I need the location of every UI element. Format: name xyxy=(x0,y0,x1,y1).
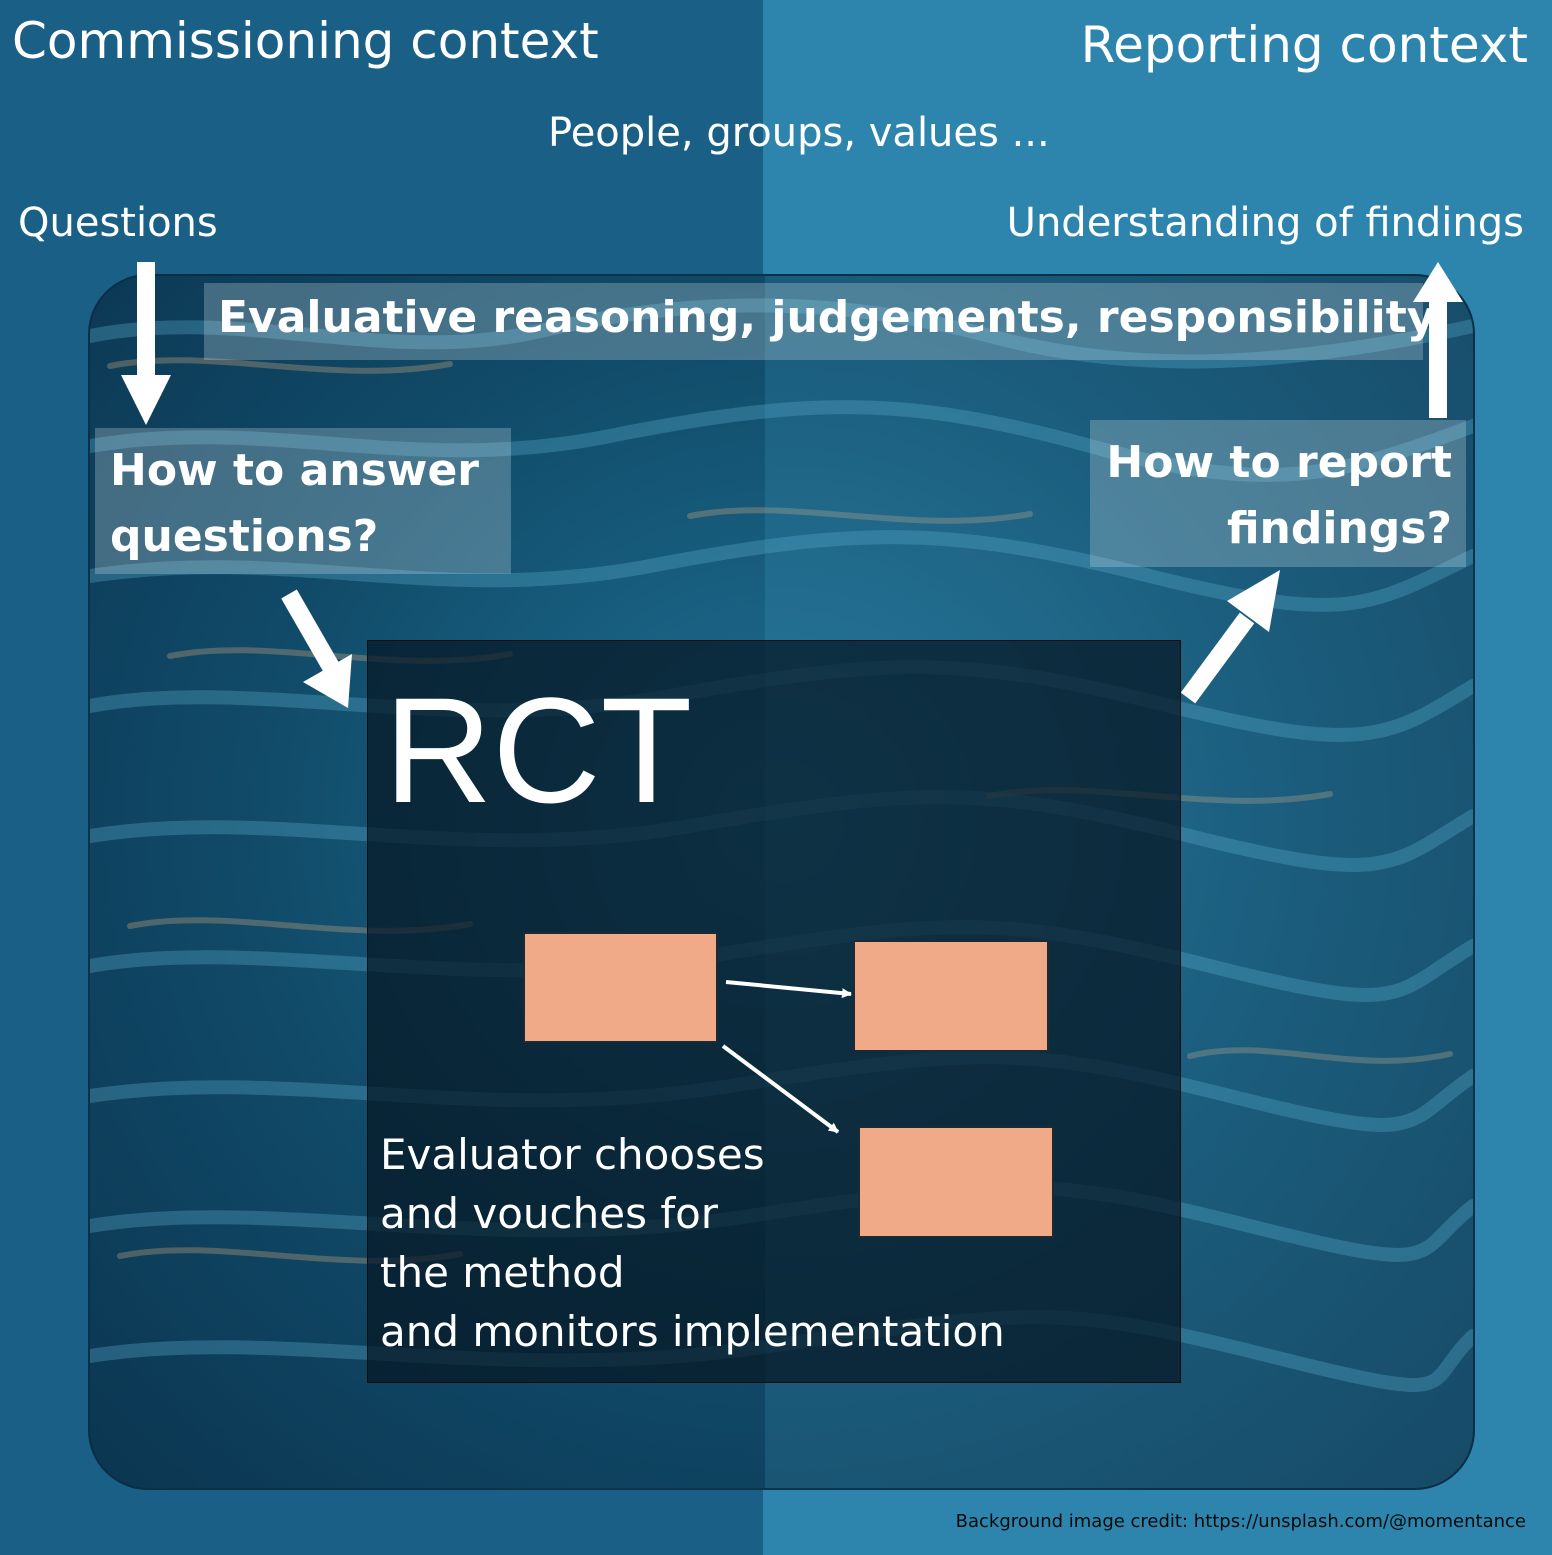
rct-node-source xyxy=(523,932,718,1043)
rct-label: RCT xyxy=(384,666,693,834)
people-groups-values-label: People, groups, values ... xyxy=(548,110,1050,156)
evaluative-reasoning-label: Evaluative reasoning, judgements, respon… xyxy=(218,292,1436,343)
how-to-report-label: How to report findings? xyxy=(1106,437,1452,554)
how-to-answer-label: How to answer questions? xyxy=(110,445,479,562)
how-to-answer-plate xyxy=(95,428,511,574)
rct-node-target-bottom xyxy=(858,1126,1054,1238)
rct-node-target-top xyxy=(853,940,1049,1052)
how-to-report-plate xyxy=(1090,420,1466,567)
image-credit: Background image credit: https://unsplas… xyxy=(955,1511,1526,1532)
evaluator-description: Evaluator chooses and vouches for the me… xyxy=(380,1130,1005,1356)
understanding-of-findings-label: Understanding of findings xyxy=(1006,200,1524,246)
commissioning-context-title: Commissioning context xyxy=(12,12,599,70)
questions-label: Questions xyxy=(18,200,218,246)
evaluative-reasoning-plate xyxy=(204,283,1423,360)
reporting-context-title: Reporting context xyxy=(1080,16,1528,74)
